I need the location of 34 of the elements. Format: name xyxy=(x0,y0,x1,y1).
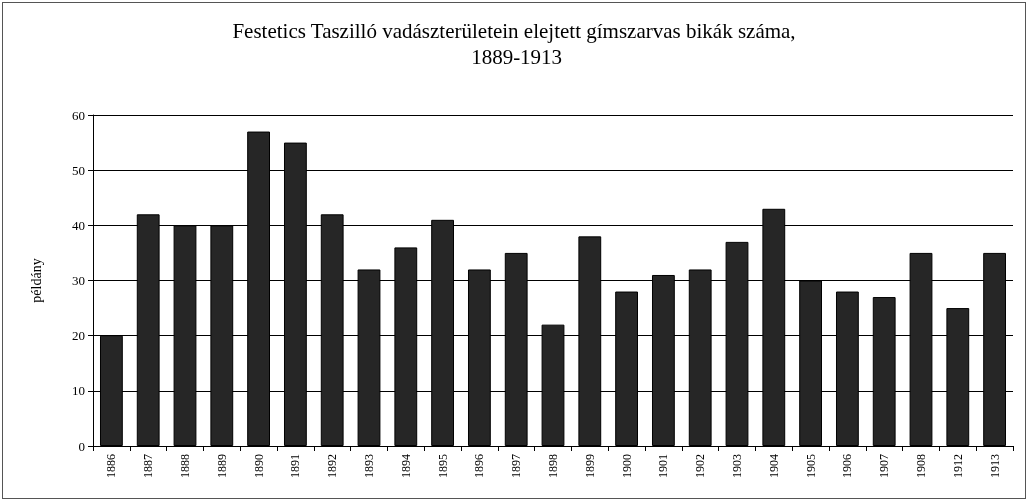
x-tick-label: 1893 xyxy=(362,454,376,478)
x-tick-label: 1901 xyxy=(656,454,671,478)
y-axis-title: példány xyxy=(28,258,44,303)
x-tick-label: 1907 xyxy=(877,454,892,478)
x-tick-label: 1895 xyxy=(435,454,450,478)
x-tick-label: 1903 xyxy=(730,454,744,478)
x-tick-label: 1894 xyxy=(398,454,413,478)
x-tick-label: 1897 xyxy=(509,454,524,478)
x-tick-label: 1908 xyxy=(914,454,928,478)
y-tick-label: 20 xyxy=(72,328,85,344)
x-tick-label: 1890 xyxy=(251,454,266,478)
x-tick-label: 1892 xyxy=(325,454,340,478)
x-tick-label: 1912 xyxy=(950,454,965,478)
y-tick-label: 40 xyxy=(72,217,85,233)
x-tick-label: 1888 xyxy=(178,454,192,478)
y-tick-label: 10 xyxy=(72,383,85,399)
x-tick-label: 1898 xyxy=(546,454,560,478)
y-tick-label: 30 xyxy=(72,273,85,288)
chart-title: Festetics Taszilló vadászterületein elejtett gímszarvas bikák száma, 1889-1913 xyxy=(232,19,796,69)
y-tick-label: 60 xyxy=(72,107,85,123)
x-tick-label: 1891 xyxy=(288,454,303,478)
x-tick-label: 1900 xyxy=(619,454,634,478)
x-tick-label: 1899 xyxy=(582,454,597,478)
x-tick-label: 1902 xyxy=(693,454,708,478)
x-tick-label: 1887 xyxy=(141,454,156,478)
x-tick-label: 1906 xyxy=(840,454,855,478)
x-tick-label: 1905 xyxy=(803,454,818,478)
y-tick-label: 0 xyxy=(78,438,85,454)
x-tick-label: 1913 xyxy=(987,454,1002,478)
x-tick-label: 1896 xyxy=(472,454,487,478)
x-tick-label: 1904 xyxy=(766,454,781,478)
y-tick-label: 50 xyxy=(72,162,85,178)
x-tick-label: 1889 xyxy=(214,454,229,478)
x-tick-label: 1886 xyxy=(104,454,119,478)
